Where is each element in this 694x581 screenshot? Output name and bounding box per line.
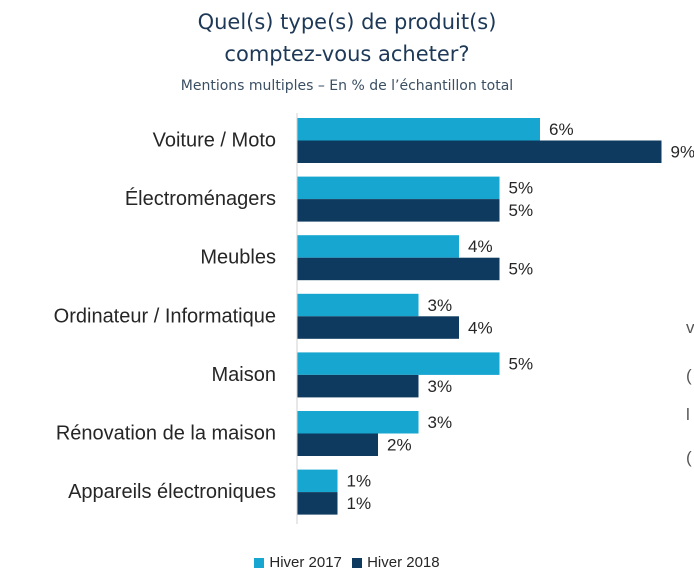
bar-hiver-2018-electromenagers <box>297 199 500 222</box>
clipped-text-fragment: v <box>686 318 694 337</box>
legend-label-hiver-2018: Hiver 2018 <box>367 554 440 571</box>
data-label-hiver-2018-renovation-de-la-maison: 2% <box>387 436 412 455</box>
category-label-ordinateur-informatique: Ordinateur / Informatique <box>54 305 276 327</box>
data-label-hiver-2017-ordinateur-informatique: 3% <box>428 296 453 315</box>
chart-subtitle: Mentions multiples – En % de l’échantill… <box>180 78 514 94</box>
clipped-text-fragment: ( <box>686 366 692 385</box>
chart-title-line-2: comptez-vous acheter? <box>224 42 470 66</box>
bar-hiver-2018-appareils-electroniques <box>297 492 338 515</box>
category-label-meubles: Meubles <box>200 247 276 269</box>
data-label-hiver-2017-voiture-moto: 6% <box>549 120 574 139</box>
bar-hiver-2017-maison <box>297 352 500 375</box>
clipped-text-fragment: ( <box>686 448 692 467</box>
legend-swatch-hiver-2017 <box>254 557 265 568</box>
legend-item-hiver-2018: Hiver 2018 <box>352 554 440 571</box>
chart-legend: Hiver 2017 Hiver 2018 <box>0 554 694 572</box>
data-label-hiver-2018-appareils-electroniques: 1% <box>347 494 372 513</box>
bar-hiver-2017-meubles <box>297 235 459 258</box>
data-label-hiver-2018-maison: 3% <box>428 377 453 396</box>
bar-hiver-2018-renovation-de-la-maison <box>297 433 378 456</box>
bar-hiver-2018-meubles <box>297 257 500 281</box>
data-label-hiver-2018-ordinateur-informatique: 4% <box>468 318 493 337</box>
data-label-hiver-2018-meubles: 5% <box>509 260 534 279</box>
bar-hiver-2017-renovation-de-la-maison <box>297 411 419 434</box>
data-label-hiver-2017-maison: 5% <box>509 354 534 373</box>
legend-label-hiver-2017: Hiver 2017 <box>269 554 342 571</box>
data-label-hiver-2018-electromenagers: 5% <box>509 201 534 220</box>
bar-hiver-2017-electromenagers <box>297 176 500 200</box>
data-label-hiver-2017-appareils-electroniques: 1% <box>347 472 372 491</box>
bar-hiver-2017-ordinateur-informatique <box>297 293 419 317</box>
category-label-maison: Maison <box>212 364 276 386</box>
bar-hiver-2017-voiture-moto <box>297 118 540 141</box>
chart-title-line-1: Quel(s) type(s) de produit(s) <box>197 10 497 34</box>
legend-swatch-hiver-2018 <box>352 557 363 568</box>
category-label-voiture-moto: Voiture / Moto <box>153 130 276 152</box>
legend-item-hiver-2017: Hiver 2017 <box>254 554 342 571</box>
category-label-renovation-de-la-maison: Rénovation de la maison <box>56 423 276 445</box>
data-label-hiver-2017-meubles: 4% <box>468 237 493 256</box>
data-label-hiver-2018-voiture-moto: 9% <box>671 143 694 162</box>
data-label-hiver-2017-electromenagers: 5% <box>509 179 534 198</box>
clipped-text-fragment: l <box>686 405 690 424</box>
bar-hiver-2018-ordinateur-informatique <box>297 316 459 339</box>
bar-hiver-2018-voiture-moto <box>297 140 662 163</box>
bar-hiver-2018-maison <box>297 374 419 398</box>
data-label-hiver-2017-renovation-de-la-maison: 3% <box>428 413 453 432</box>
bar-hiver-2017-appareils-electroniques <box>297 469 338 493</box>
category-label-appareils-electroniques: Appareils électroniques <box>68 481 276 503</box>
category-label-electromenagers: Électroménagers <box>125 187 276 210</box>
